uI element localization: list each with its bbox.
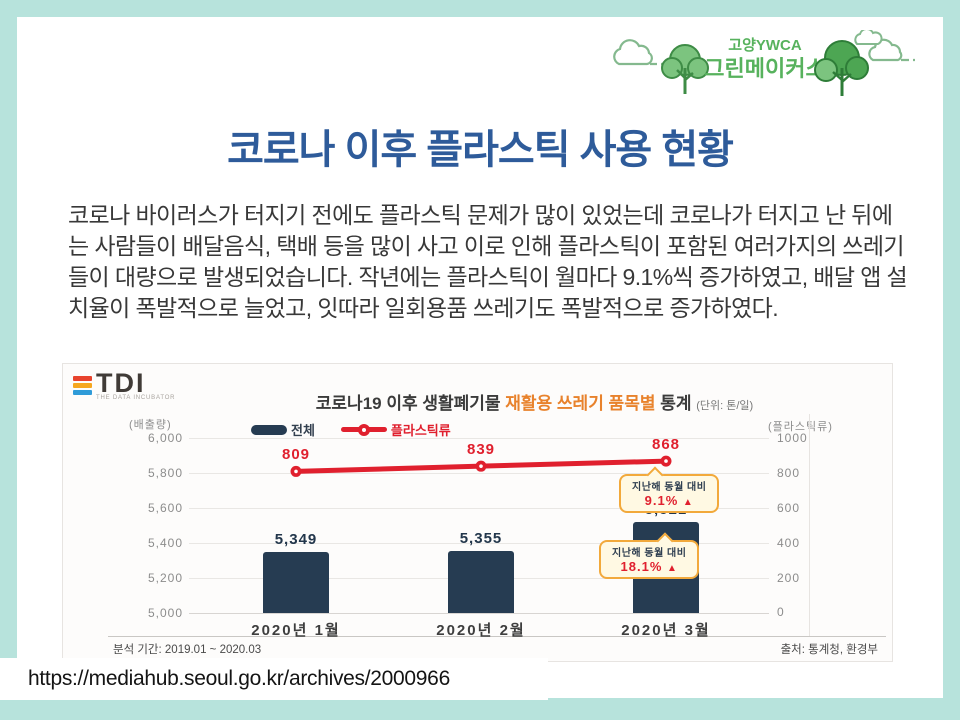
left-axis-tick: 5,000 xyxy=(147,606,183,620)
page-title: 코로나 이후 플라스틱 사용 현황 xyxy=(227,128,734,172)
bar-value-label: 5,355 xyxy=(459,529,503,547)
tree-icon xyxy=(814,40,869,96)
chart-title-prefix: 코로나19 이후 생활폐기물 xyxy=(315,394,506,413)
bar-value-label: 5,349 xyxy=(274,530,318,548)
left-axis-label: (배출량) xyxy=(129,419,172,431)
chart-title: 코로나19 이후 생활폐기물 재활용 쓰레기 품목별 통계 (단위: 톤/일) xyxy=(183,389,886,414)
line-series-marker xyxy=(340,423,387,436)
left-axis-tick: 5,800 xyxy=(147,466,183,480)
body-paragraph: 코로나 바이러스가 터지기 전에도 플라스틱 문제가 많이 있었는데 코로나가 … xyxy=(68,202,908,321)
line-value-label: 868 xyxy=(651,436,681,454)
annotation-caption: 지난해 동월 대비 xyxy=(632,482,707,493)
line-value-label: 839 xyxy=(466,441,496,459)
gridline xyxy=(189,508,769,509)
data-source: 출처: 통계청, 환경부 xyxy=(780,644,878,656)
org-name-line2: 그린메이커스 xyxy=(704,56,825,81)
source-url-link[interactable]: https://mediahub.seoul.go.kr/archives/20… xyxy=(28,667,450,690)
statistics-chart: TDI THE DATA INCUBATOR 코로나19 이후 생활폐기물 재활… xyxy=(62,363,893,662)
legend-item-total: 전체 xyxy=(251,420,315,439)
chart-title-suffix: 통계 xyxy=(655,394,697,413)
up-arrow-icon: ▲ xyxy=(682,497,694,508)
cloud-icon xyxy=(613,39,663,66)
left-axis-tick: 5,400 xyxy=(147,536,183,550)
annotation-badge-total: 지난해 동월 대비 18.1% ▲ xyxy=(599,532,700,579)
tdi-logo-bars-icon xyxy=(73,376,92,395)
up-arrow-icon: ▲ xyxy=(667,563,678,574)
source-url-box: https://mediahub.seoul.go.kr/archives/20… xyxy=(0,658,548,700)
annotation-caption: 지난해 동월 대비 xyxy=(612,548,687,559)
gridline xyxy=(189,613,769,614)
legend-item-plastic: 플라스틱류 xyxy=(340,420,451,439)
tree-icon xyxy=(661,44,709,94)
cloud-icon xyxy=(854,30,915,62)
org-name-line1: 고양YWCA xyxy=(728,37,802,54)
org-logo: 고양YWCA 그린메이커스 xyxy=(613,30,915,96)
right-axis-label: (플라스틱류) xyxy=(768,421,833,433)
chart-title-highlight: 재활용 쓰레기 품목별 xyxy=(505,394,656,413)
right-axis-tick: 600 xyxy=(777,501,801,515)
analysis-period: 분석 기간: 2019.01 ~ 2020.03 xyxy=(113,644,262,656)
x-axis-category-label: 2020년 3월 xyxy=(621,622,711,639)
left-axis-tick: 6,000 xyxy=(147,431,183,445)
tdi-brand-tagline: THE DATA INCUBATOR xyxy=(96,395,176,401)
chart-footer-divider xyxy=(108,636,886,637)
plot-right-border xyxy=(809,414,810,636)
gridline xyxy=(189,543,769,544)
legend-label-plastic: 플라스틱류 xyxy=(390,423,451,438)
x-axis-category-label: 2020년 1월 xyxy=(251,622,341,639)
annotation-badge-plastic: 지난해 동월 대비 9.1% ▲ xyxy=(619,466,720,513)
x-axis-category-label: 2020년 2월 xyxy=(436,622,526,639)
gridline xyxy=(189,438,769,439)
left-axis-tick: 5,600 xyxy=(147,501,183,515)
slide: 고양YWCA 그린메이커스 코로나 이후 플라스틱 사용 현황 코로나 바이러스… xyxy=(17,17,943,698)
chart-legend: 전체 플라스틱류 xyxy=(251,420,451,439)
total-bar xyxy=(448,550,514,613)
right-axis-tick: 1000 xyxy=(777,431,808,445)
tdi-logo: TDI THE DATA INCUBATOR xyxy=(73,368,176,401)
annotation-value: 18.1% xyxy=(620,559,663,574)
tdi-brand-name: TDI xyxy=(96,368,146,398)
right-axis-tick: 400 xyxy=(777,536,801,550)
legend-label-total: 전체 xyxy=(291,423,315,438)
right-axis-tick: 0 xyxy=(777,605,785,619)
line-value-label: 809 xyxy=(281,446,311,464)
chart-title-unit: (단위: 톤/일) xyxy=(696,400,754,412)
right-axis-tick: 800 xyxy=(777,466,801,480)
bar-series-marker xyxy=(251,424,287,435)
total-bar xyxy=(263,551,329,613)
left-axis-tick: 5,200 xyxy=(147,571,183,585)
annotation-value: 9.1% xyxy=(644,493,679,508)
right-axis-tick: 200 xyxy=(777,571,801,585)
